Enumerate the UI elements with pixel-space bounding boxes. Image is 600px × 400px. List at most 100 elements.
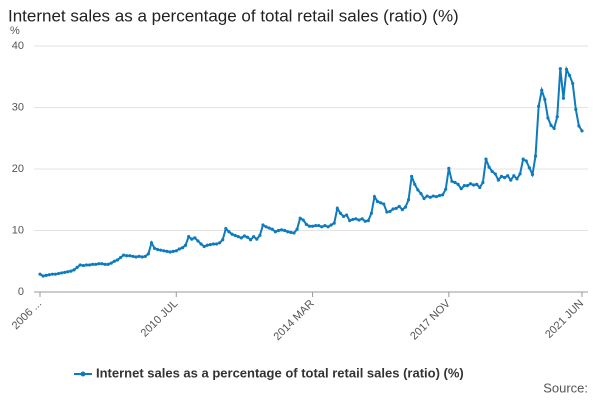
point: [472, 183, 476, 187]
point: [249, 238, 253, 242]
point: [230, 232, 234, 236]
point: [518, 172, 522, 176]
point: [128, 254, 132, 258]
point: [236, 235, 240, 239]
point: [221, 238, 225, 242]
point: [577, 124, 581, 128]
point: [487, 165, 491, 169]
point: [47, 273, 51, 277]
point: [255, 237, 259, 241]
point: [403, 205, 408, 209]
point: [258, 233, 262, 238]
point: [279, 228, 284, 232]
point: [459, 187, 463, 191]
point: [239, 236, 243, 240]
point: [441, 193, 445, 197]
point: [437, 193, 442, 198]
point: [419, 192, 423, 196]
point: [214, 242, 219, 246]
point: [540, 88, 544, 92]
point: [94, 262, 98, 266]
point: [462, 184, 466, 188]
point: [388, 209, 392, 214]
point: [109, 261, 113, 265]
point: [502, 176, 507, 180]
point: [159, 248, 163, 252]
point: [332, 221, 336, 225]
point: [196, 239, 200, 243]
point: [276, 228, 281, 233]
point: [533, 154, 538, 158]
point: [555, 115, 559, 119]
point: [506, 174, 510, 178]
point: [385, 210, 389, 214]
point: [360, 217, 364, 221]
y-tick-label: 20: [12, 163, 24, 175]
point: [50, 272, 54, 276]
point: [38, 272, 42, 276]
point: [190, 237, 194, 241]
point: [81, 263, 85, 268]
point: [348, 219, 352, 223]
point: [103, 262, 107, 266]
x-tick-label: 2021 JUN: [543, 298, 586, 341]
point: [310, 224, 315, 228]
point: [580, 129, 584, 133]
point: [406, 198, 411, 202]
y-tick-label: 30: [12, 101, 24, 113]
point: [289, 230, 293, 234]
point: [156, 247, 160, 252]
point: [456, 182, 460, 186]
point: [69, 269, 73, 273]
point: [152, 246, 157, 250]
point: [444, 187, 448, 191]
point: [44, 273, 48, 277]
point: [202, 244, 206, 249]
point: [162, 249, 166, 253]
point: [211, 242, 216, 246]
point: [199, 242, 203, 246]
point: [56, 271, 61, 276]
point: [509, 178, 513, 182]
point: [468, 182, 473, 186]
chart-title: Internet sales as a percentage of total …: [8, 6, 459, 25]
y-tick-label: 0: [18, 286, 24, 298]
point: [91, 262, 95, 266]
point: [530, 172, 535, 177]
legend-marker: [80, 371, 86, 377]
point: [351, 217, 355, 222]
point: [335, 206, 339, 210]
point: [72, 268, 76, 272]
point: [252, 235, 256, 239]
point: [106, 262, 110, 266]
point: [512, 174, 516, 178]
point: [320, 225, 324, 229]
point: [174, 249, 178, 253]
point: [146, 252, 150, 256]
x-tick-label: 2014 MAR: [271, 298, 316, 343]
point: [363, 219, 367, 223]
point: [372, 195, 377, 199]
point: [140, 255, 144, 259]
point: [527, 166, 531, 170]
point: [369, 211, 373, 215]
point: [131, 254, 135, 258]
x-tick-label: 2010 JUL: [139, 298, 181, 340]
point: [413, 182, 417, 186]
point: [122, 253, 126, 257]
point: [431, 194, 435, 198]
point: [564, 67, 569, 71]
point: [227, 230, 231, 234]
point: [326, 225, 330, 229]
point: [450, 179, 454, 183]
point: [391, 207, 395, 211]
point: [354, 217, 358, 221]
point: [382, 202, 386, 206]
point: [515, 177, 519, 181]
point: [87, 263, 92, 267]
point: [543, 97, 547, 102]
point: [571, 81, 575, 86]
point: [193, 236, 197, 240]
point: [345, 213, 349, 217]
